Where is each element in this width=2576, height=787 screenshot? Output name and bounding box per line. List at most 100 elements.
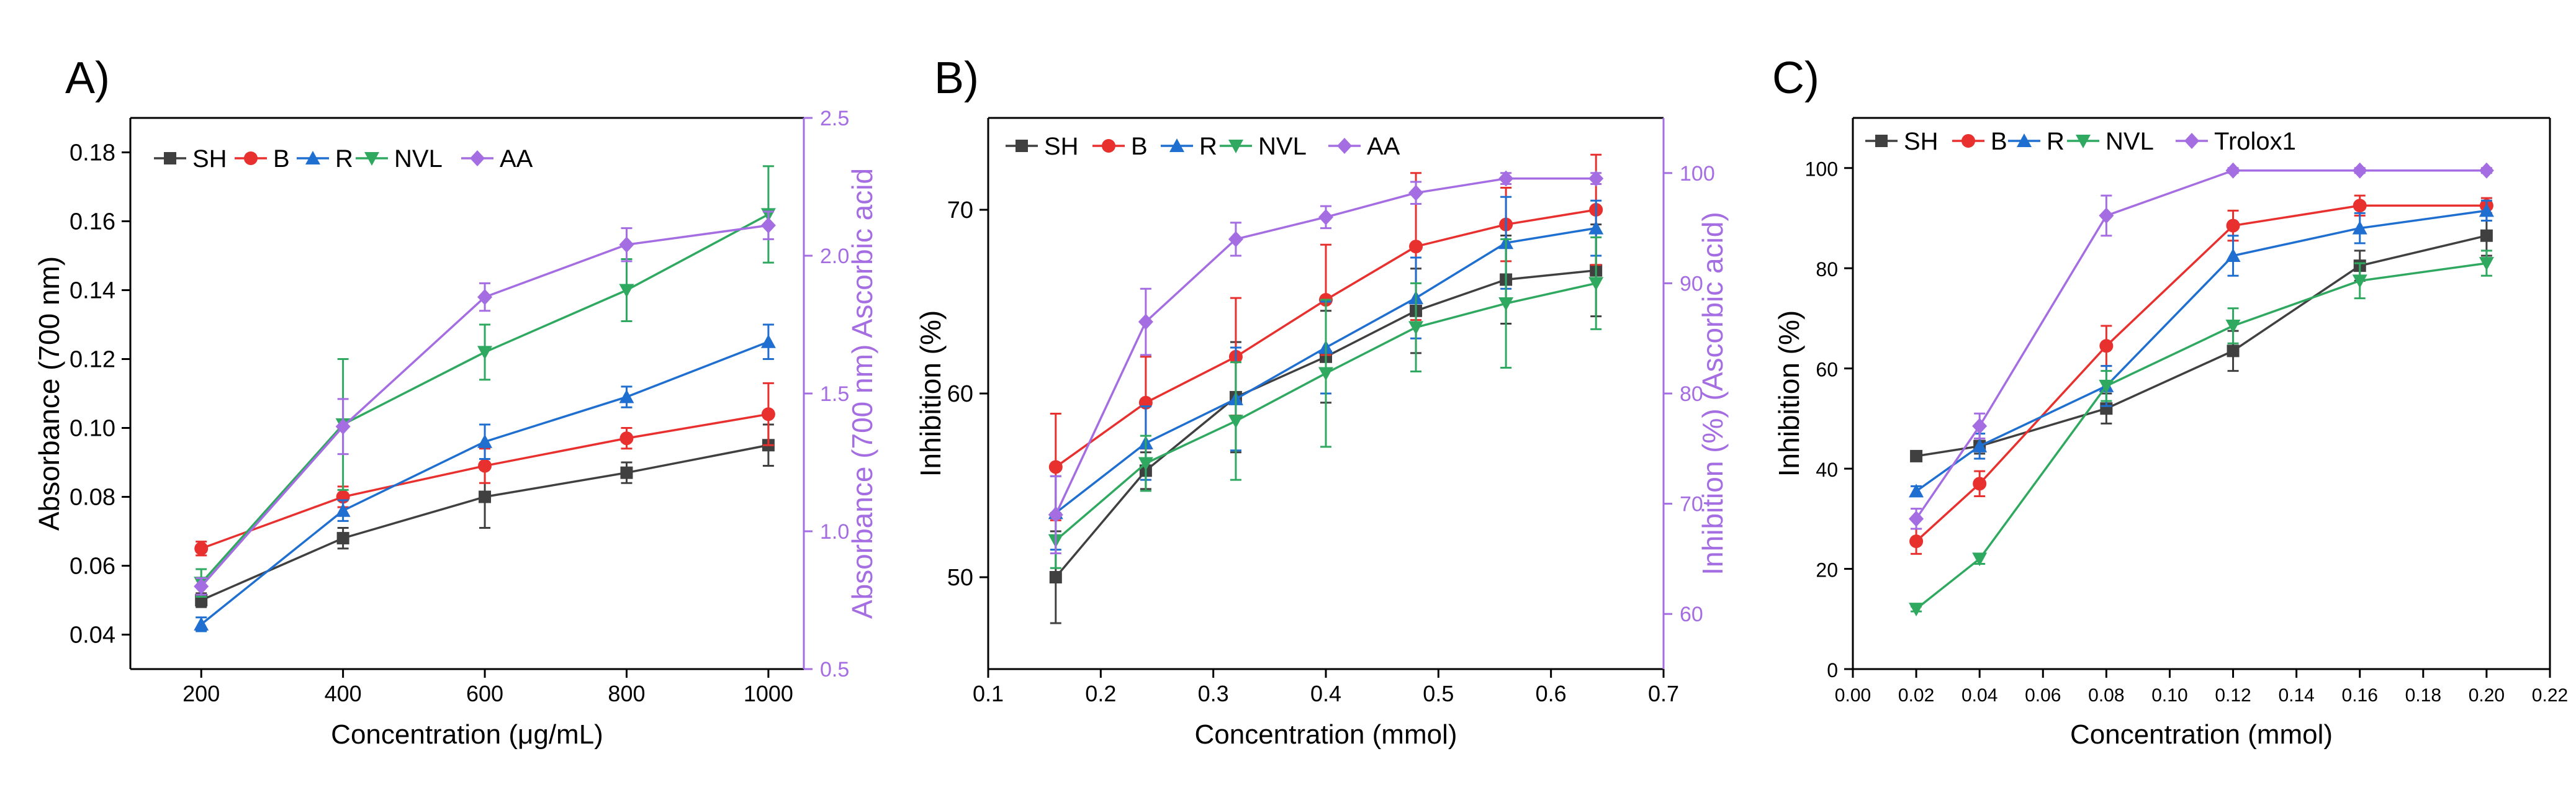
x-axis-title: Concentration (μg/mL) (331, 719, 603, 750)
legend-label: Trolox1 (2214, 128, 2296, 155)
series-b (1909, 194, 2493, 555)
y2-tick-label: 80 (1680, 382, 1703, 406)
y2-tick-label: 70 (1680, 493, 1703, 516)
data-point (2479, 162, 2494, 179)
series-b (194, 382, 775, 557)
y-tick-label: 80 (1816, 258, 1838, 281)
series-line (1916, 235, 2487, 457)
y-axis-title: Inhibition (%) (914, 310, 947, 477)
data-point (479, 490, 492, 503)
data-point (2225, 162, 2241, 179)
data-point (1498, 297, 1514, 311)
data-point (619, 284, 634, 298)
x-tick-label: 0.18 (2405, 685, 2441, 706)
data-point (1909, 510, 1924, 527)
y-tick-label: 0.08 (70, 485, 115, 511)
data-point (2352, 162, 2367, 179)
data-point (194, 616, 209, 631)
y-tick-label: 0.12 (70, 347, 115, 373)
x-tick-label: 0.10 (2151, 685, 2187, 706)
legend-marker (1337, 138, 1352, 154)
data-point (2227, 344, 2240, 358)
legend-label: B (1991, 128, 2007, 155)
data-point (2352, 220, 2367, 235)
legend-label: NVL (1258, 133, 1307, 160)
legend-label: SH (192, 145, 227, 173)
y2-tick-label: 100 (1680, 162, 1715, 186)
x-tick-label: 0.14 (2278, 685, 2314, 706)
y-tick-label: 50 (947, 565, 973, 591)
legend-marker (164, 152, 176, 164)
legend-entry-sh: SH (1006, 133, 1079, 160)
series-nvl (194, 165, 776, 598)
data-point (1318, 209, 1333, 225)
series-line (1915, 169, 2487, 519)
data-point (477, 434, 493, 448)
y-tick-label: 40 (1816, 459, 1838, 481)
y-tick-label: 100 (1805, 158, 1838, 181)
series-aa (194, 210, 776, 596)
legend-marker (2076, 135, 2091, 148)
data-point (194, 578, 209, 595)
data-point (477, 346, 493, 360)
legend-label: SH (1904, 128, 1939, 155)
x-tick-label: 0.4 (1310, 681, 1341, 706)
data-point (1498, 170, 1514, 187)
series-nvl (1909, 250, 2494, 617)
y2-tick-label: 2.0 (820, 245, 849, 268)
legend-entry-nvl: NVL (356, 145, 443, 173)
data-point (2479, 203, 2494, 217)
legend-label: R (335, 145, 353, 173)
data-point (2225, 248, 2241, 262)
legend-marker (305, 151, 320, 164)
data-point (1048, 506, 1063, 523)
legend-marker (1228, 140, 1243, 153)
legend-entry-r: R (1161, 133, 1217, 160)
y-tick-label: 0.14 (70, 278, 115, 304)
data-point (1228, 415, 1243, 429)
legend-entry-aa: AA (461, 145, 533, 173)
x-tick-label: 0.04 (1961, 685, 1997, 706)
data-point (1972, 552, 1988, 567)
x-tick-label: 800 (608, 681, 645, 706)
data-point (2352, 274, 2367, 289)
y-tick-label: 0.04 (70, 623, 115, 649)
legend-label: R (2047, 128, 2065, 155)
x-tick-label: 0.5 (1423, 681, 1454, 706)
data-point (1972, 438, 1988, 452)
legend-marker (244, 151, 258, 165)
data-point (620, 466, 633, 479)
data-point (1408, 184, 1424, 201)
series-r (194, 323, 776, 632)
x-tick-label: 0.20 (2469, 685, 2505, 706)
legend-label: NVL (394, 145, 443, 173)
data-point (760, 217, 776, 234)
series-aa (1048, 170, 1604, 555)
y-tick-label: 0.18 (70, 140, 115, 166)
y2-tick-label: 60 (1680, 603, 1703, 626)
legend-label: B (273, 145, 290, 173)
data-point (335, 503, 351, 517)
data-point (1228, 231, 1243, 248)
legend-marker (1016, 140, 1028, 152)
data-point (335, 418, 351, 435)
data-point (478, 459, 492, 473)
data-point (1972, 418, 1988, 434)
panel-label: A) (65, 53, 110, 103)
x-tick-label: 0.1 (973, 681, 1004, 706)
data-point (1048, 460, 1063, 474)
legend-entry-nvl: NVL (2067, 128, 2154, 155)
legend-label: AA (1367, 133, 1400, 160)
data-point (477, 289, 493, 305)
data-point (1409, 240, 1423, 254)
legend-entry-sh: SH (154, 145, 227, 173)
data-point (2099, 379, 2114, 394)
chart-panel-3: C) 0.00 0.02 0.04 0.06 0.08 0.10 0.12 0.14 0.16 0.… (1772, 53, 2568, 750)
legend-label: B (1131, 133, 1148, 160)
data-point (1909, 534, 1924, 549)
data-point (2480, 229, 2493, 242)
y-tick-label: 20 (1816, 559, 1838, 582)
legend-marker (1875, 135, 1888, 147)
